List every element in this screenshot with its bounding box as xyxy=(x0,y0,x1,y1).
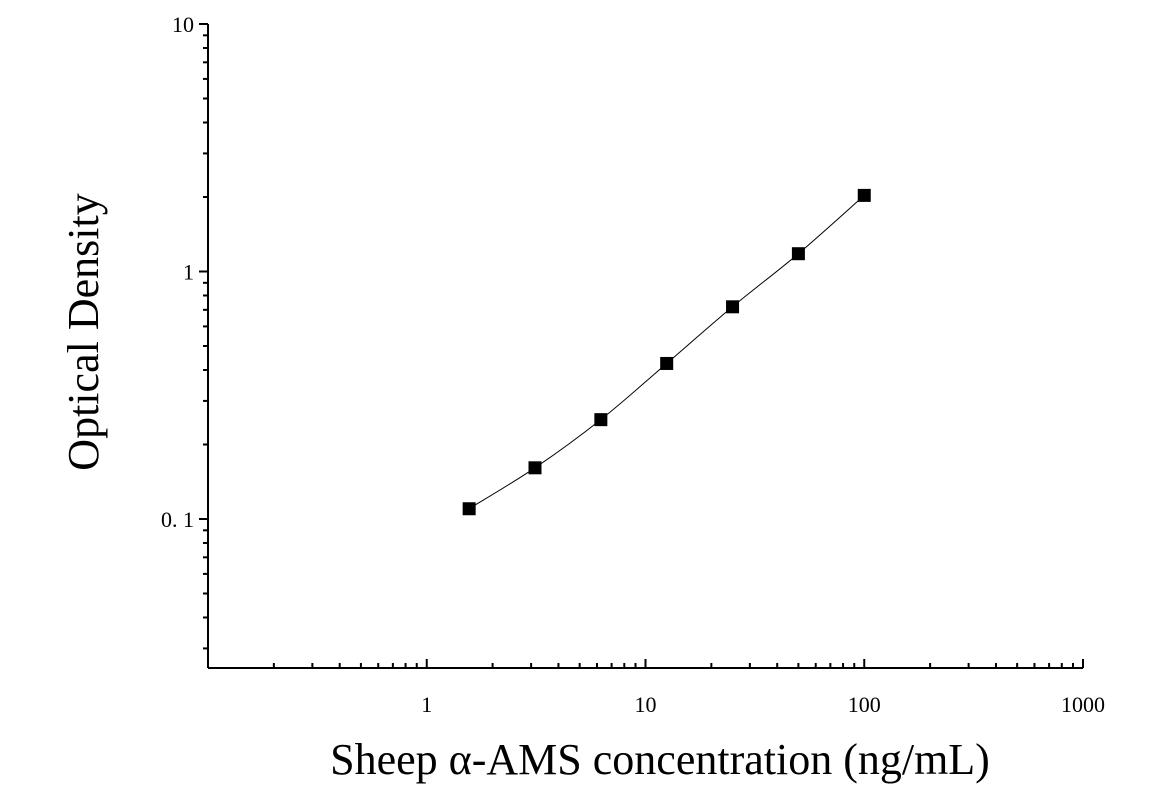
x-ticks: 1 10 100 1000 xyxy=(207,659,1105,717)
data-points xyxy=(462,188,871,516)
data-point xyxy=(660,356,674,370)
fit-curve-group xyxy=(468,195,865,510)
data-point xyxy=(726,300,740,314)
y-axis-title: Optical Density xyxy=(59,193,108,470)
data-point xyxy=(528,461,542,475)
x-tick-label: 10 xyxy=(635,692,657,717)
x-tick-label: 1 xyxy=(421,692,432,717)
x-tick-label: 100 xyxy=(848,692,881,717)
data-point xyxy=(857,188,871,202)
y-ticks: 0. 1 1 10 xyxy=(161,12,208,650)
fit-curve xyxy=(468,195,865,510)
x-axis-title: Sheep α-AMS concentration (ng/mL) xyxy=(330,735,990,784)
y-tick-label: 1 xyxy=(183,259,194,284)
x-tick-label: 1000 xyxy=(1061,692,1105,717)
data-point xyxy=(594,413,608,427)
axes xyxy=(207,24,1083,669)
y-tick-label: 10 xyxy=(172,12,194,37)
data-point xyxy=(462,502,476,516)
y-tick-label: 0. 1 xyxy=(161,507,194,532)
data-point xyxy=(791,247,805,261)
